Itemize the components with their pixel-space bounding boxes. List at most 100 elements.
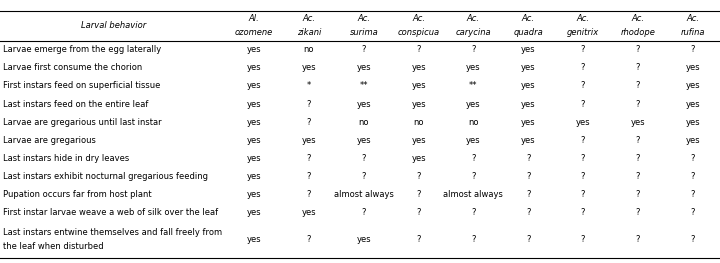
Text: ?: ? (416, 190, 421, 199)
Text: Last instars exhibit nocturnal gregarious feeding: Last instars exhibit nocturnal gregariou… (3, 172, 208, 181)
Text: ?: ? (471, 172, 476, 181)
Text: ?: ? (581, 190, 585, 199)
Text: yes: yes (521, 100, 536, 109)
Text: ?: ? (690, 172, 695, 181)
Text: Larvae are gregarious until last instar: Larvae are gregarious until last instar (3, 118, 161, 127)
Text: yes: yes (521, 45, 536, 54)
Text: rufina: rufina (680, 28, 705, 37)
Text: yes: yes (685, 100, 700, 109)
Text: **: ** (469, 82, 477, 90)
Text: yes: yes (356, 63, 371, 72)
Text: ?: ? (361, 45, 366, 54)
Text: Larvae are gregarious: Larvae are gregarious (3, 136, 96, 145)
Text: yes: yes (302, 136, 316, 145)
Text: no: no (413, 118, 424, 127)
Text: quadra: quadra (513, 28, 543, 37)
Text: ?: ? (526, 190, 531, 199)
Text: ?: ? (307, 154, 311, 163)
Text: ?: ? (636, 63, 640, 72)
Text: yes: yes (302, 63, 316, 72)
Text: yes: yes (247, 208, 261, 217)
Text: yes: yes (247, 63, 261, 72)
Text: ozomene: ozomene (235, 28, 274, 37)
Text: ?: ? (581, 154, 585, 163)
Text: ?: ? (690, 45, 695, 54)
Text: Last instars entwine themselves and fall freely from: Last instars entwine themselves and fall… (3, 228, 222, 237)
Text: yes: yes (411, 154, 426, 163)
Text: yes: yes (521, 118, 536, 127)
Text: ?: ? (416, 172, 421, 181)
Text: yes: yes (685, 63, 700, 72)
Text: ?: ? (307, 100, 311, 109)
Text: ?: ? (581, 172, 585, 181)
Text: Ac.: Ac. (686, 14, 699, 23)
Text: yes: yes (247, 172, 261, 181)
Text: ?: ? (416, 235, 421, 244)
Text: Ac.: Ac. (522, 14, 535, 23)
Text: ?: ? (581, 63, 585, 72)
Text: no: no (468, 118, 479, 127)
Text: ?: ? (526, 208, 531, 217)
Text: ?: ? (636, 235, 640, 244)
Text: Larvae emerge from the egg laterally: Larvae emerge from the egg laterally (3, 45, 161, 54)
Text: ?: ? (636, 172, 640, 181)
Text: ?: ? (581, 100, 585, 109)
Text: no: no (359, 118, 369, 127)
Text: ?: ? (636, 190, 640, 199)
Text: yes: yes (356, 235, 371, 244)
Text: yes: yes (521, 63, 536, 72)
Text: zikani: zikani (297, 28, 321, 37)
Text: ?: ? (307, 118, 311, 127)
Text: ?: ? (526, 154, 531, 163)
Text: ?: ? (581, 45, 585, 54)
Text: yes: yes (411, 82, 426, 90)
Text: yes: yes (247, 45, 261, 54)
Text: ?: ? (307, 190, 311, 199)
Text: yes: yes (411, 100, 426, 109)
Text: Ac.: Ac. (631, 14, 644, 23)
Text: ?: ? (636, 82, 640, 90)
Text: ?: ? (526, 235, 531, 244)
Text: ?: ? (307, 172, 311, 181)
Text: First instar larvae weave a web of silk over the leaf: First instar larvae weave a web of silk … (3, 208, 218, 217)
Text: Ac.: Ac. (357, 14, 370, 23)
Text: ?: ? (690, 154, 695, 163)
Text: the leaf when disturbed: the leaf when disturbed (3, 242, 104, 251)
Text: rhodope: rhodope (621, 28, 655, 37)
Text: Last instars hide in dry leaves: Last instars hide in dry leaves (3, 154, 129, 163)
Text: yes: yes (466, 63, 481, 72)
Text: ?: ? (361, 172, 366, 181)
Text: ?: ? (690, 208, 695, 217)
Text: Last instars feed on the entire leaf: Last instars feed on the entire leaf (3, 100, 148, 109)
Text: ?: ? (636, 100, 640, 109)
Text: First instars feed on superficial tissue: First instars feed on superficial tissue (3, 82, 161, 90)
Text: yes: yes (685, 82, 700, 90)
Text: ?: ? (471, 154, 476, 163)
Text: yes: yes (466, 100, 481, 109)
Text: conspicua: conspicua (397, 28, 440, 37)
Text: ?: ? (581, 136, 585, 145)
Text: ?: ? (581, 208, 585, 217)
Text: ?: ? (307, 235, 311, 244)
Text: yes: yes (685, 118, 700, 127)
Text: ?: ? (361, 208, 366, 217)
Text: no: no (304, 45, 314, 54)
Text: ?: ? (581, 235, 585, 244)
Text: almost always: almost always (334, 190, 394, 199)
Text: yes: yes (411, 63, 426, 72)
Text: Larvae first consume the chorion: Larvae first consume the chorion (3, 63, 142, 72)
Text: yes: yes (356, 100, 371, 109)
Text: ?: ? (526, 172, 531, 181)
Text: Al.: Al. (249, 14, 260, 23)
Text: yes: yes (247, 100, 261, 109)
Text: ?: ? (361, 154, 366, 163)
Text: ?: ? (471, 45, 476, 54)
Text: ?: ? (690, 190, 695, 199)
Text: ?: ? (636, 154, 640, 163)
Text: yes: yes (247, 235, 261, 244)
Text: Ac.: Ac. (467, 14, 480, 23)
Text: genitrix: genitrix (567, 28, 599, 37)
Text: yes: yes (247, 136, 261, 145)
Text: Ac.: Ac. (412, 14, 425, 23)
Text: ?: ? (416, 45, 421, 54)
